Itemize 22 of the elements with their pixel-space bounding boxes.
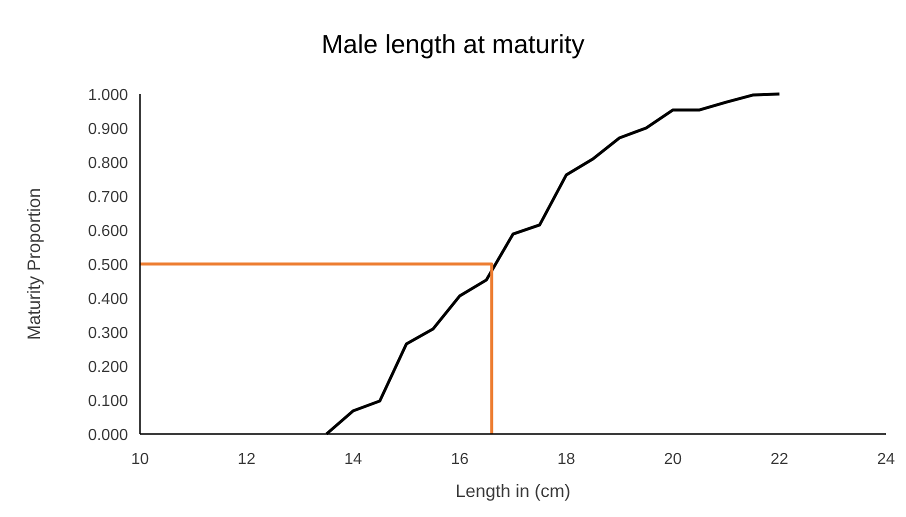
x-axis-title: Length in (cm) [455,481,571,501]
y-tick-label: 1.000 [88,87,128,104]
y-tick-label: 0.800 [88,155,128,172]
y-tick-label: 0.400 [88,291,128,308]
y-tick-label: 0.200 [88,359,128,376]
x-tick-label: 10 [131,451,149,468]
y-axis-title: Maturity Proportion [24,188,44,340]
y-tick-label: 0.500 [88,257,128,274]
x-tick-label: 12 [238,451,256,468]
x-tick-label: 16 [450,451,469,468]
chart-title: Male length at maturity [321,29,585,59]
y-tick-label: 0.100 [88,393,128,410]
x-tick-label: 18 [557,451,576,468]
y-tick-label: 0.300 [88,325,128,342]
x-tick-label: 20 [664,451,682,468]
y-tick-label: 0.000 [88,427,128,444]
x-tick-label: 24 [877,451,895,468]
y-tick-label: 0.700 [88,189,128,206]
x-tick-label: 14 [344,451,362,468]
x-tick-label: 22 [770,451,788,468]
y-tick-label: 0.900 [88,121,128,138]
y-tick-label: 0.600 [88,223,128,240]
